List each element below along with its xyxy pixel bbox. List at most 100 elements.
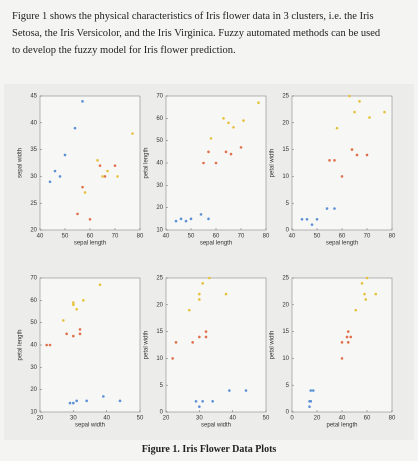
y-tick-label: 70 (156, 94, 163, 100)
y-tick-label: 15 (156, 329, 163, 335)
data-point (346, 330, 350, 333)
data-point (340, 175, 344, 178)
data-point (222, 117, 225, 120)
y-tick-label: 25 (282, 276, 289, 282)
data-point (76, 212, 79, 216)
x-tick-label: 20 (314, 416, 321, 422)
y-tick-label: 20 (282, 120, 289, 126)
data-point (184, 219, 188, 223)
y-tick-label: 70 (30, 276, 37, 282)
x-axis-label: sepal length (74, 241, 106, 247)
data-point (349, 335, 353, 339)
y-tick-label: 40 (30, 343, 37, 349)
data-point (228, 389, 231, 392)
data-point (257, 101, 260, 104)
x-tick-label: 60 (339, 234, 346, 240)
data-point (365, 276, 369, 280)
y-tick-label: 20 (30, 387, 37, 393)
data-point (333, 207, 336, 210)
y-tick-label: 5 (286, 383, 290, 389)
data-point (346, 341, 350, 344)
y-tick-label: 10 (156, 228, 163, 234)
data-point (224, 292, 228, 296)
data-point (224, 150, 228, 154)
data-point (72, 334, 75, 338)
x-tick-label: 60 (364, 416, 371, 422)
data-point (333, 159, 336, 162)
data-point (179, 217, 183, 221)
data-point (360, 282, 364, 285)
data-point (244, 389, 248, 392)
x-tick-label: 40 (229, 416, 236, 422)
panel-background (165, 277, 267, 413)
data-point (98, 283, 102, 286)
data-point (353, 110, 356, 114)
data-point (85, 399, 88, 403)
data-point (310, 223, 314, 226)
data-point (242, 119, 245, 122)
x-tick-label: 40 (37, 234, 44, 240)
panel-background (39, 95, 141, 231)
y-tick-label: 10 (156, 356, 163, 362)
data-point (62, 319, 65, 322)
data-point (232, 125, 235, 129)
x-tick-label: 50 (263, 416, 270, 422)
data-point (340, 357, 344, 360)
data-point (209, 137, 213, 140)
data-point (96, 159, 99, 162)
data-point (335, 126, 339, 130)
x-tick-label: 20 (163, 416, 170, 422)
y-tick-label: 30 (30, 174, 37, 180)
data-point (106, 169, 109, 173)
y-tick-label: 25 (30, 201, 37, 207)
figure-caption: Figure 1. Iris Flower Data Plots (141, 444, 277, 455)
y-tick-label: 20 (156, 205, 163, 211)
data-point (374, 292, 378, 296)
data-point (355, 153, 359, 157)
data-point (363, 292, 366, 296)
data-point (45, 343, 48, 347)
data-point (189, 217, 193, 221)
y-axis-label: petal length (18, 329, 24, 360)
y-tick-label: 0 (286, 228, 290, 234)
y-tick-label: 50 (156, 138, 163, 144)
data-point (72, 401, 75, 405)
data-point (207, 150, 210, 154)
x-axis-label: sepal width (75, 423, 105, 429)
data-point (171, 357, 174, 360)
x-tick-label: 30 (70, 416, 77, 422)
data-point (72, 301, 75, 304)
y-tick-label: 30 (30, 365, 37, 371)
data-point (98, 164, 102, 167)
y-tick-label: 15 (282, 329, 289, 335)
y-axis-label: petal width (144, 331, 150, 360)
y-tick-label: 20 (156, 302, 163, 308)
data-point (214, 161, 218, 165)
data-point (227, 121, 230, 125)
y-tick-label: 0 (160, 410, 164, 416)
data-point (229, 152, 233, 156)
y-tick-label: 40 (156, 161, 163, 167)
y-tick-label: 5 (160, 383, 164, 389)
y-axis-label: sepal width (18, 148, 24, 178)
data-point (239, 146, 243, 149)
data-point (174, 219, 178, 223)
y-tick-label: 40 (30, 120, 37, 126)
data-point (101, 175, 104, 178)
x-tick-label: 70 (112, 234, 119, 240)
text-line: to develop the fuzzy model for Iris flow… (12, 45, 236, 56)
data-point (204, 335, 208, 339)
y-tick-label: 10 (282, 174, 289, 180)
x-axis-label: petal length (326, 423, 357, 429)
paragraph: Figure 1 shows the physical characterist… (12, 8, 412, 59)
data-point (63, 153, 67, 157)
y-tick-label: 10 (30, 410, 37, 416)
x-tick-label: 70 (364, 234, 371, 240)
x-tick-label: 20 (37, 416, 44, 422)
data-point (198, 405, 201, 408)
y-tick-label: 20 (282, 302, 289, 308)
data-point (365, 153, 369, 157)
data-point (201, 282, 204, 285)
x-tick-label: 60 (213, 234, 220, 240)
